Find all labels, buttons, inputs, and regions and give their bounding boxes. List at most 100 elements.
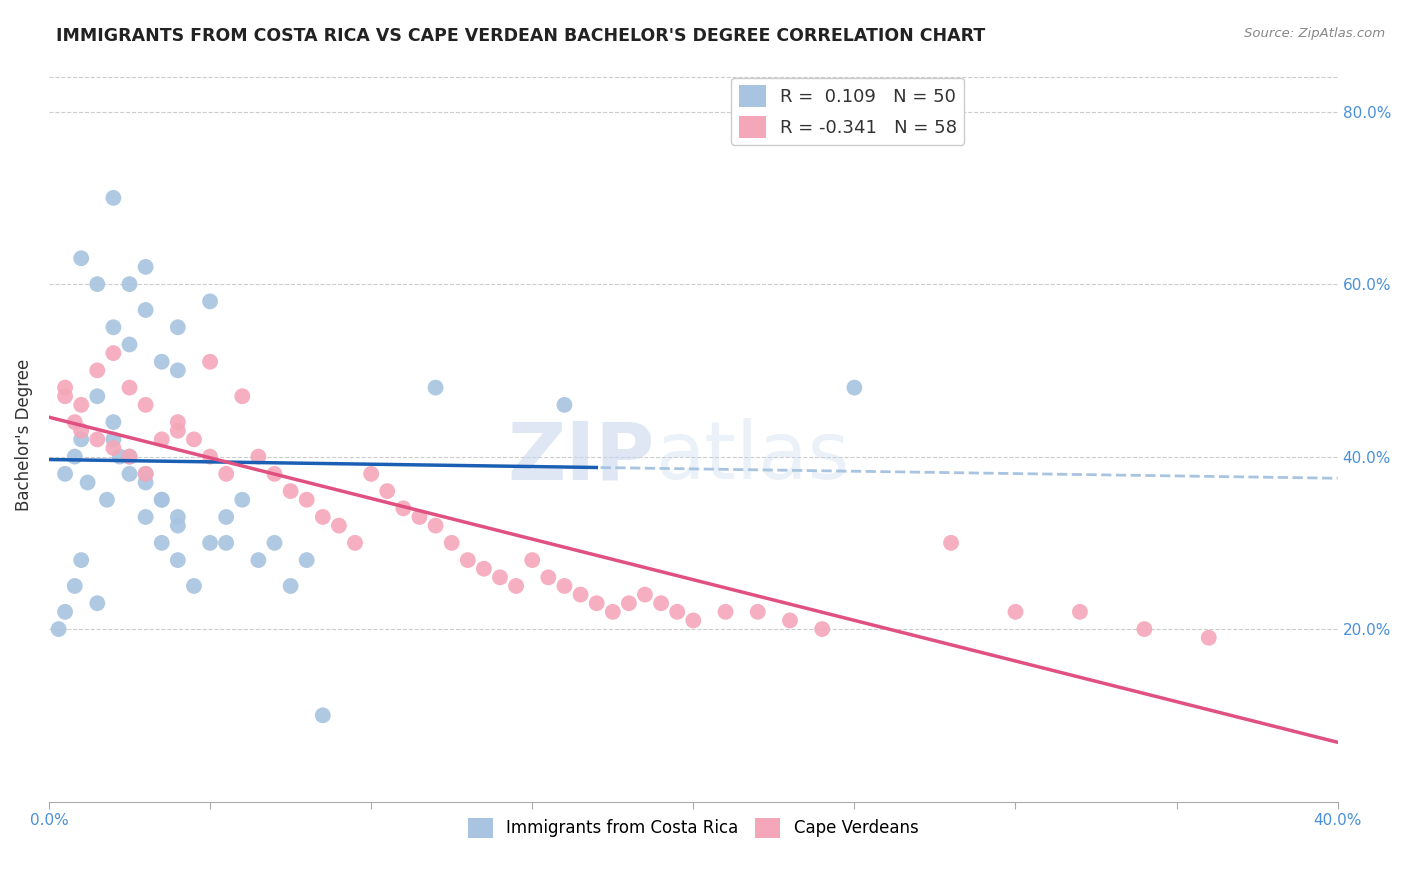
Point — [231, 389, 253, 403]
Point — [425, 381, 447, 395]
Point — [70, 252, 93, 266]
Point — [86, 363, 108, 377]
Text: ZIP: ZIP — [508, 418, 655, 496]
Point — [48, 622, 70, 636]
Point — [103, 346, 125, 360]
Point — [135, 475, 157, 490]
Point — [86, 433, 108, 447]
Point — [489, 570, 512, 584]
Point — [135, 260, 157, 274]
Point — [53, 605, 76, 619]
Point — [650, 596, 672, 610]
Point — [135, 398, 157, 412]
Point — [118, 450, 141, 464]
Point — [86, 596, 108, 610]
Point — [135, 510, 157, 524]
Point — [569, 588, 592, 602]
Point — [53, 467, 76, 481]
Point — [108, 450, 131, 464]
Point — [135, 467, 157, 481]
Point — [247, 553, 270, 567]
Point — [63, 579, 86, 593]
Point — [166, 553, 188, 567]
Point — [118, 381, 141, 395]
Y-axis label: Bachelor's Degree: Bachelor's Degree — [15, 359, 32, 511]
Point — [440, 536, 463, 550]
Point — [537, 570, 560, 584]
Point — [103, 415, 125, 429]
Point — [553, 579, 575, 593]
Point — [505, 579, 527, 593]
Point — [280, 484, 302, 499]
Point — [295, 492, 318, 507]
Point — [183, 433, 205, 447]
Point — [63, 450, 86, 464]
Point — [198, 450, 221, 464]
Point — [714, 605, 737, 619]
Point — [70, 433, 93, 447]
Point — [1004, 605, 1026, 619]
Point — [150, 433, 173, 447]
Point — [96, 492, 118, 507]
Point — [215, 510, 238, 524]
Point — [634, 588, 657, 602]
Point — [280, 579, 302, 593]
Point — [103, 320, 125, 334]
Point — [215, 467, 238, 481]
Point — [166, 363, 188, 377]
Point — [53, 381, 76, 395]
Point — [166, 510, 188, 524]
Point — [86, 389, 108, 403]
Point — [135, 303, 157, 318]
Point — [86, 277, 108, 292]
Point — [118, 450, 141, 464]
Point — [602, 605, 624, 619]
Point — [198, 536, 221, 550]
Point — [118, 277, 141, 292]
Point — [312, 708, 335, 723]
Legend: Immigrants from Costa Rica, Cape Verdeans: Immigrants from Costa Rica, Cape Verdean… — [461, 811, 925, 845]
Point — [166, 415, 188, 429]
Point — [522, 553, 544, 567]
Point — [457, 553, 479, 567]
Point — [553, 398, 575, 412]
Point — [70, 553, 93, 567]
Point — [150, 536, 173, 550]
Point — [844, 381, 866, 395]
Point — [392, 501, 415, 516]
Point — [103, 441, 125, 455]
Point — [472, 562, 495, 576]
Point — [150, 355, 173, 369]
Point — [103, 191, 125, 205]
Point — [408, 510, 430, 524]
Point — [198, 294, 221, 309]
Point — [263, 467, 285, 481]
Point — [1069, 605, 1091, 619]
Point — [939, 536, 962, 550]
Text: Source: ZipAtlas.com: Source: ZipAtlas.com — [1244, 27, 1385, 40]
Point — [76, 475, 98, 490]
Point — [375, 484, 398, 499]
Point — [585, 596, 607, 610]
Point — [360, 467, 382, 481]
Point — [135, 467, 157, 481]
Point — [1198, 631, 1220, 645]
Text: IMMIGRANTS FROM COSTA RICA VS CAPE VERDEAN BACHELOR'S DEGREE CORRELATION CHART: IMMIGRANTS FROM COSTA RICA VS CAPE VERDE… — [56, 27, 986, 45]
Text: atlas: atlas — [655, 418, 849, 496]
Point — [150, 492, 173, 507]
Point — [118, 467, 141, 481]
Point — [183, 579, 205, 593]
Point — [70, 424, 93, 438]
Point — [53, 389, 76, 403]
Point — [811, 622, 834, 636]
Point — [63, 415, 86, 429]
Point — [166, 518, 188, 533]
Point — [166, 320, 188, 334]
Point — [103, 433, 125, 447]
Point — [118, 337, 141, 351]
Point — [198, 355, 221, 369]
Point — [328, 518, 350, 533]
Point — [312, 510, 335, 524]
Point — [682, 614, 704, 628]
Point — [344, 536, 367, 550]
